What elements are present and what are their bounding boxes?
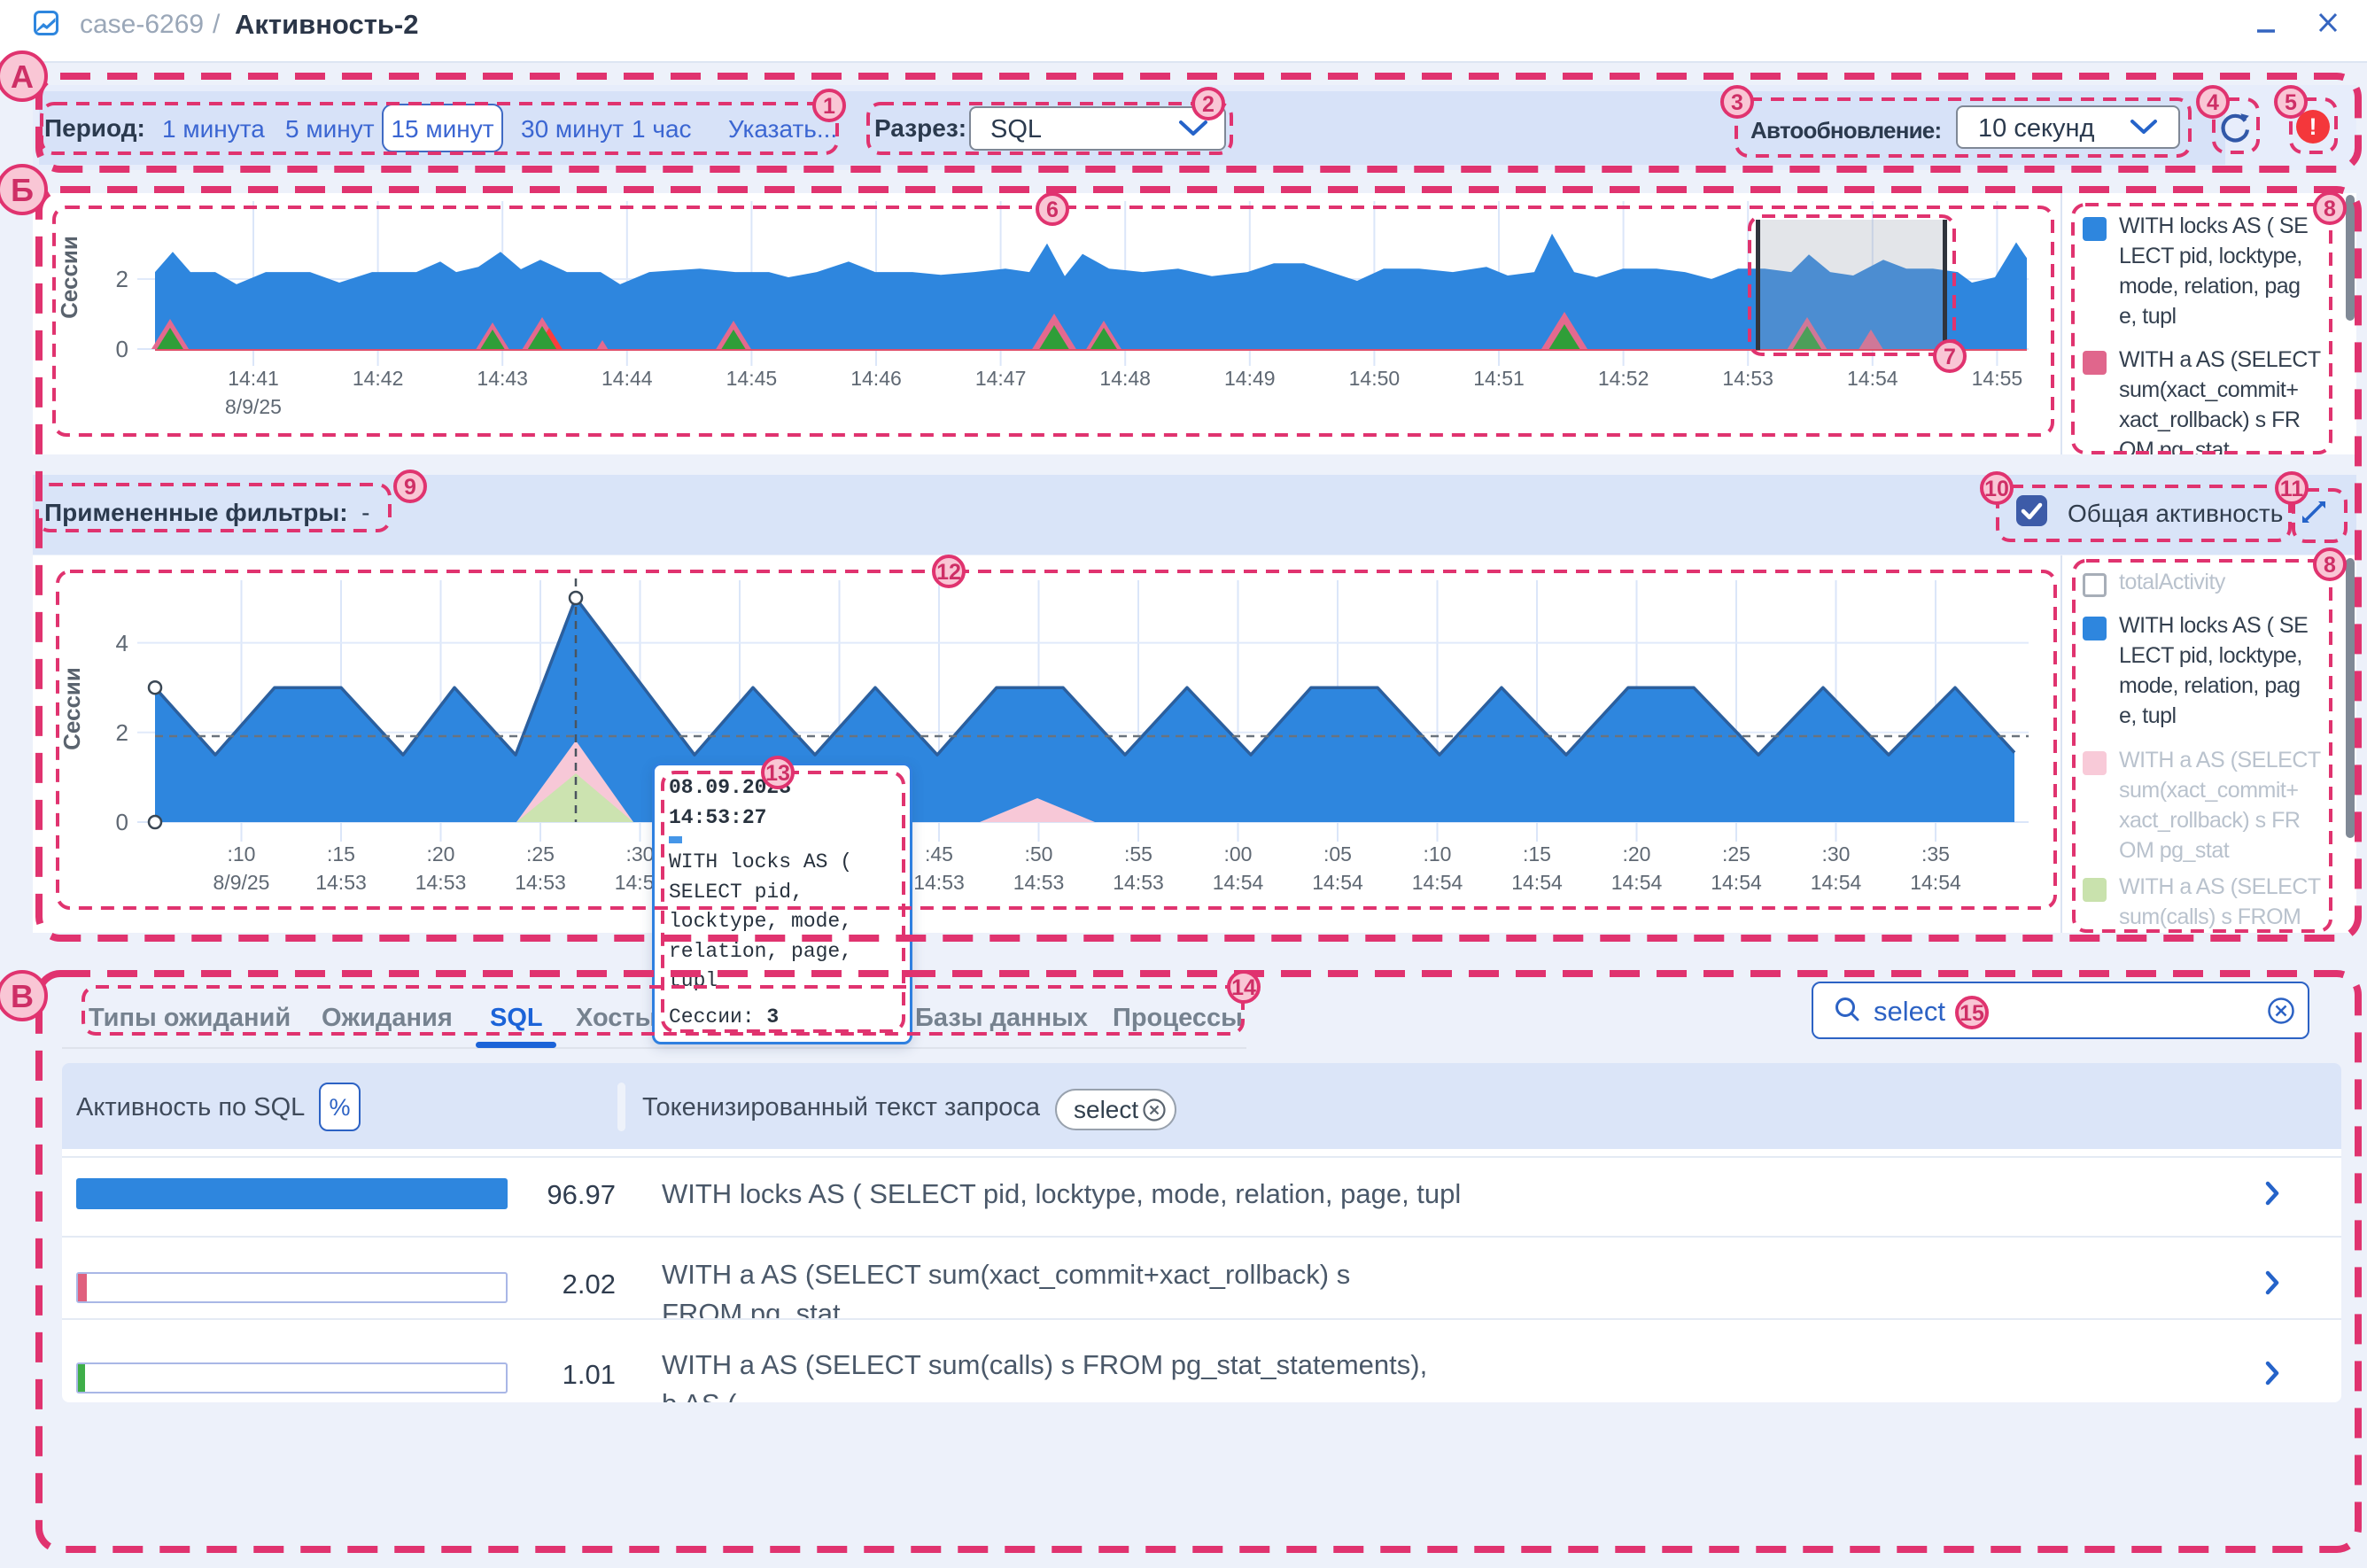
svg-text:11: 11 — [2280, 477, 2304, 501]
svg-text:14:54: 14:54 — [1910, 871, 1961, 894]
svg-text:14:44: 14:44 — [601, 367, 653, 390]
svg-text::50: :50 — [1025, 842, 1053, 866]
svg-text::35: :35 — [1921, 842, 1950, 866]
svg-text:6: 6 — [1046, 198, 1059, 222]
svg-text:14:53: 14:53 — [415, 871, 467, 894]
svg-text:8/9/25: 8/9/25 — [225, 395, 282, 418]
svg-text:14:54: 14:54 — [1847, 367, 1898, 390]
svg-text:14:46: 14:46 — [850, 367, 902, 390]
svg-text:7: 7 — [1944, 345, 1956, 369]
svg-text:4: 4 — [2207, 90, 2219, 115]
svg-text:А: А — [11, 58, 34, 95]
svg-text:14:53: 14:53 — [1113, 871, 1164, 894]
svg-text:3: 3 — [1731, 90, 1743, 115]
svg-text::05: :05 — [1323, 842, 1352, 866]
svg-text::25: :25 — [526, 842, 555, 866]
svg-text:14: 14 — [1231, 975, 1256, 1000]
svg-text:14:53: 14:53 — [515, 871, 566, 894]
svg-text:2: 2 — [1202, 92, 1215, 117]
svg-text:5: 5 — [2285, 90, 2297, 115]
svg-text:14:41: 14:41 — [228, 367, 279, 390]
svg-text:9: 9 — [404, 475, 416, 500]
svg-text:14:54: 14:54 — [1811, 871, 1862, 894]
svg-text:14:54: 14:54 — [1213, 871, 1264, 894]
svg-text::10: :10 — [228, 842, 256, 866]
svg-text::20: :20 — [1623, 842, 1651, 866]
svg-text::00: :00 — [1224, 842, 1253, 866]
svg-text:14:47: 14:47 — [975, 367, 1027, 390]
svg-text:В: В — [11, 978, 34, 1014]
svg-text::45: :45 — [925, 842, 953, 866]
svg-text:14:43: 14:43 — [477, 367, 528, 390]
svg-text:12: 12 — [936, 560, 961, 585]
svg-text::30: :30 — [1822, 842, 1851, 866]
svg-text::55: :55 — [1124, 842, 1152, 866]
svg-text:14:54: 14:54 — [1711, 871, 1762, 894]
svg-text:14:55: 14:55 — [1972, 367, 2023, 390]
svg-text:14:42: 14:42 — [353, 367, 404, 390]
svg-text:14:53: 14:53 — [315, 871, 367, 894]
svg-text:15: 15 — [1960, 1001, 1984, 1026]
svg-text:8/9/25: 8/9/25 — [213, 871, 270, 894]
svg-text:10: 10 — [1984, 477, 2009, 501]
svg-text:Сессии: Сессии — [58, 667, 85, 750]
svg-text:14:52: 14:52 — [1598, 367, 1649, 390]
svg-text:14:54: 14:54 — [1412, 871, 1463, 894]
svg-text:0: 0 — [116, 809, 128, 835]
svg-text:14:53: 14:53 — [1722, 367, 1773, 390]
svg-text:4: 4 — [116, 630, 128, 656]
svg-text:14:53: 14:53 — [1013, 871, 1065, 894]
svg-text:0: 0 — [116, 336, 128, 362]
svg-text:14:54: 14:54 — [1611, 871, 1663, 894]
svg-text::25: :25 — [1722, 842, 1750, 866]
svg-text:8: 8 — [2324, 553, 2336, 578]
svg-text::10: :10 — [1424, 842, 1452, 866]
svg-text:2: 2 — [116, 266, 128, 292]
svg-text:Сессии: Сессии — [56, 236, 82, 319]
svg-text::15: :15 — [1523, 842, 1551, 866]
svg-text:13: 13 — [765, 761, 790, 786]
svg-text::20: :20 — [427, 842, 455, 866]
svg-text:14:54: 14:54 — [1312, 871, 1363, 894]
svg-text:14:50: 14:50 — [1349, 367, 1401, 390]
svg-text:14:51: 14:51 — [1473, 367, 1525, 390]
svg-text:Б: Б — [11, 172, 34, 208]
svg-text:1: 1 — [823, 94, 835, 119]
svg-text:14:54: 14:54 — [1511, 871, 1563, 894]
svg-text:14:53: 14:53 — [913, 871, 965, 894]
svg-text:14:49: 14:49 — [1224, 367, 1276, 390]
svg-text:2: 2 — [116, 719, 128, 746]
svg-text:14:45: 14:45 — [726, 367, 778, 390]
svg-text::30: :30 — [626, 842, 655, 866]
svg-text:8: 8 — [2324, 197, 2336, 221]
svg-text:14:48: 14:48 — [1099, 367, 1151, 390]
svg-text::15: :15 — [327, 842, 355, 866]
